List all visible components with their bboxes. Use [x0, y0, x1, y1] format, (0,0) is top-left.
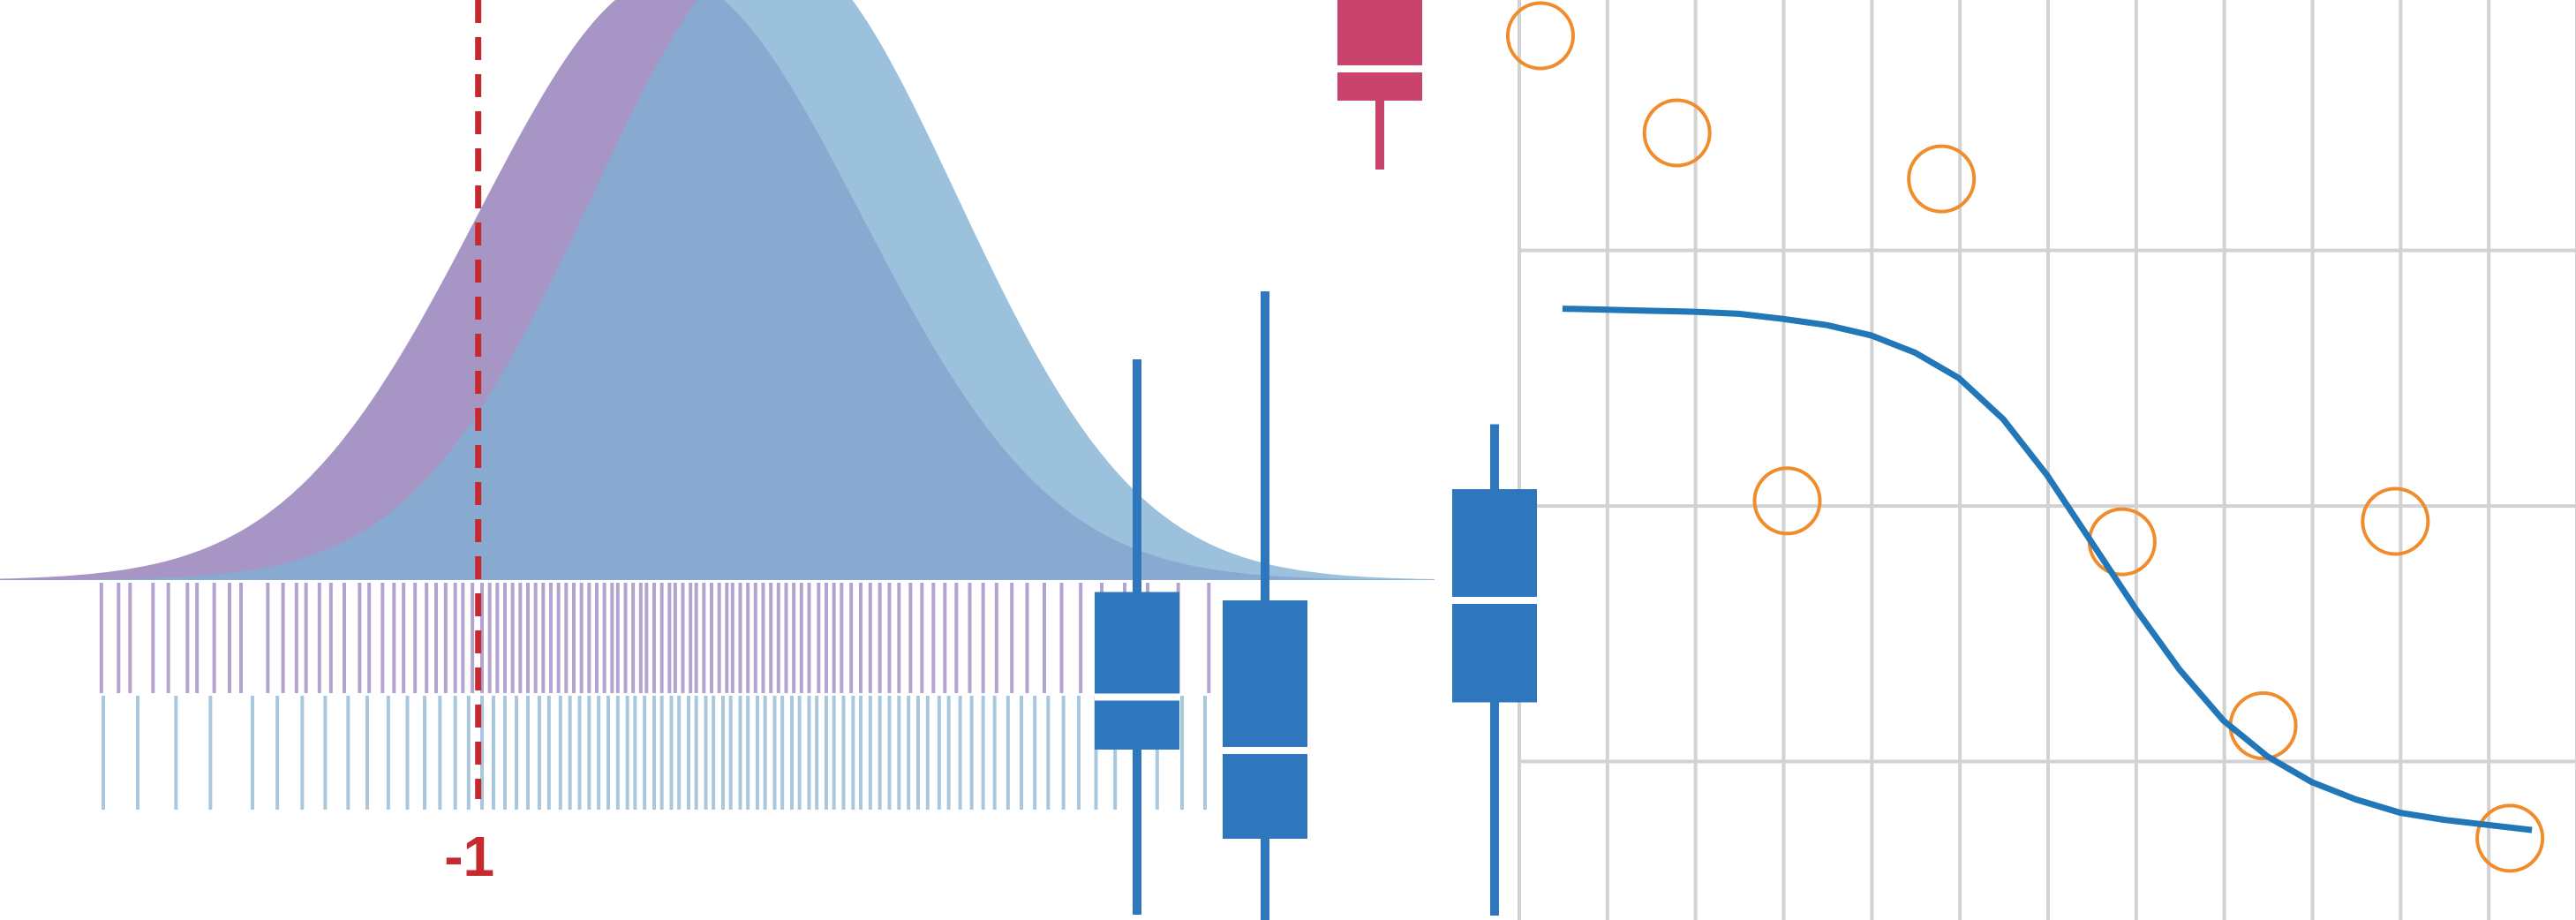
box-body-2: [1223, 600, 1307, 839]
box-body-1: [1095, 592, 1179, 750]
scatter-point: [2087, 507, 2157, 577]
reference-line-group: -1: [444, 0, 494, 888]
box-body-4: [1452, 489, 1537, 703]
scatter-point: [1752, 466, 1822, 536]
scatter-point: [2361, 486, 2430, 556]
density-plot: [0, 0, 1435, 580]
scatter-point: [2475, 803, 2545, 873]
scatter-grid: [1518, 0, 2576, 920]
scatter-plot: [1505, 1, 2545, 873]
density-area-2: [0, 0, 1435, 580]
scatter-point: [1642, 98, 1712, 168]
box-plot: [1095, 0, 1537, 920]
fit-line: [1562, 305, 2533, 833]
scatter-point: [2228, 691, 2298, 761]
reference-line-label: -1: [444, 825, 494, 888]
box-body-3: [1337, 0, 1422, 101]
scatter-point: [1907, 144, 1977, 214]
scatter-point: [1505, 1, 1575, 71]
